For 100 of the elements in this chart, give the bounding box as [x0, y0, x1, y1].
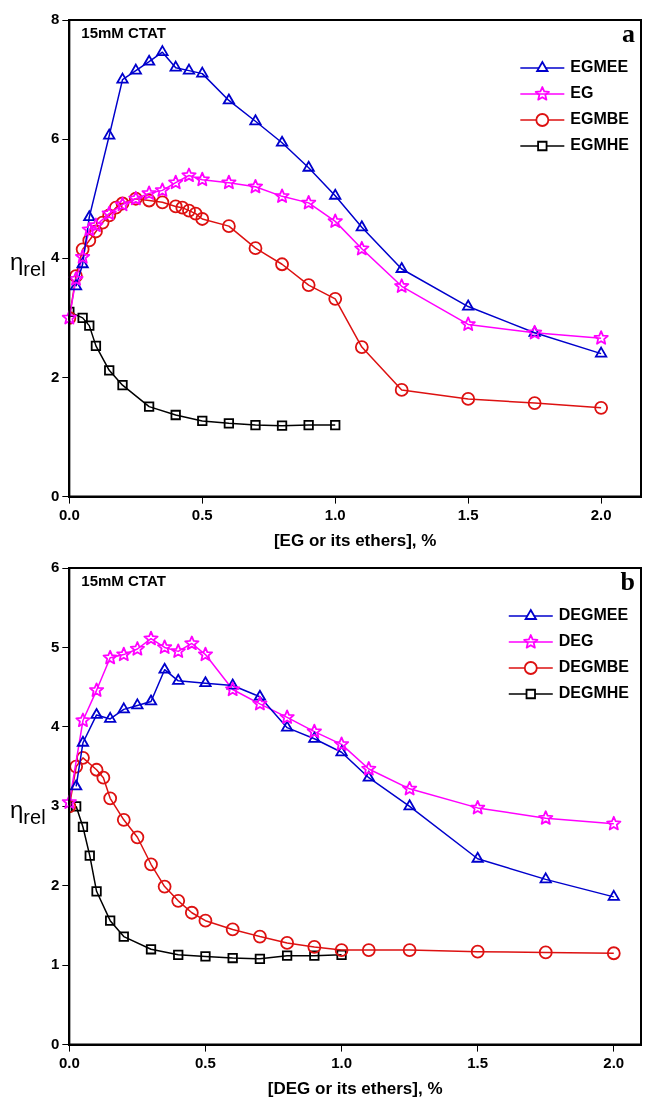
point — [394, 278, 410, 293]
point — [250, 419, 261, 431]
point — [145, 944, 157, 955]
legend-label: EGMBE — [570, 110, 630, 128]
legend-label: DEGMEE — [558, 606, 629, 624]
point — [155, 195, 170, 210]
x-tick-label: 0.5 — [195, 1053, 216, 1071]
point — [61, 309, 77, 325]
y-tick-label: 4 — [51, 717, 60, 735]
point — [175, 200, 190, 215]
point — [302, 160, 315, 172]
point — [402, 943, 417, 957]
point — [336, 949, 347, 960]
legend-label: EGMEE — [570, 58, 629, 76]
point — [143, 401, 155, 412]
point — [88, 217, 104, 233]
legend-label: DEG — [558, 632, 594, 650]
y-tick-label: 4 — [51, 248, 60, 266]
point — [75, 712, 91, 728]
point — [395, 262, 408, 273]
x-tick-label: 1.0 — [331, 1053, 352, 1071]
point — [248, 241, 263, 256]
point — [200, 951, 211, 962]
point — [170, 409, 181, 421]
point — [460, 316, 476, 331]
y-tick-label: 0 — [51, 486, 60, 504]
legend-label: EG — [570, 84, 594, 102]
point — [91, 886, 102, 897]
x-axis-title: [DEG or its ethers], % — [267, 1079, 443, 1099]
point — [116, 72, 129, 84]
point — [279, 709, 295, 724]
y-axis-title: η$_{rel}$ — [10, 248, 46, 281]
point — [252, 695, 268, 711]
point — [104, 712, 117, 723]
point — [538, 810, 554, 825]
point — [606, 815, 622, 831]
point — [108, 200, 123, 215]
point — [461, 392, 476, 406]
point — [188, 206, 203, 221]
point — [173, 949, 184, 960]
point — [154, 182, 170, 197]
point — [281, 950, 293, 961]
y-tick-label: 1 — [51, 955, 60, 973]
point — [403, 799, 416, 811]
point — [329, 188, 342, 200]
point — [539, 872, 552, 884]
point — [96, 770, 111, 785]
point — [182, 63, 196, 75]
point — [307, 940, 322, 954]
point — [226, 678, 239, 690]
annotation: b — [620, 566, 635, 596]
point — [253, 689, 266, 701]
point — [253, 929, 267, 944]
point — [171, 893, 186, 908]
point — [301, 195, 317, 210]
point — [89, 224, 103, 239]
point — [157, 639, 173, 654]
point — [130, 830, 145, 845]
point — [143, 54, 156, 66]
point — [254, 953, 266, 964]
point — [394, 383, 409, 397]
point — [225, 681, 241, 697]
point — [330, 419, 341, 431]
point — [144, 857, 158, 872]
x-tick-label: 1.5 — [457, 505, 479, 523]
point — [196, 66, 209, 78]
point — [276, 420, 288, 431]
point — [198, 913, 213, 928]
point — [362, 770, 375, 782]
point — [172, 673, 185, 685]
y-tick-label: 3 — [51, 796, 60, 814]
point — [281, 720, 294, 732]
point — [84, 320, 95, 331]
point — [361, 943, 376, 957]
x-tick-label: 2.0 — [590, 505, 612, 523]
point — [301, 278, 316, 293]
point — [227, 952, 238, 964]
point — [116, 646, 132, 662]
x-tick-label: 1.5 — [467, 1053, 489, 1071]
point — [102, 649, 118, 665]
point — [168, 199, 183, 214]
point — [223, 418, 235, 429]
x-tick-label: 1.0 — [324, 505, 346, 523]
y-tick-label: 2 — [51, 875, 60, 893]
point — [221, 219, 236, 234]
point — [199, 676, 212, 688]
point — [184, 905, 199, 920]
point — [606, 946, 621, 961]
legend-label: DEGMBE — [558, 658, 630, 676]
point — [89, 682, 105, 697]
point — [84, 850, 95, 861]
point — [527, 396, 542, 410]
point — [71, 801, 82, 812]
point — [361, 761, 377, 776]
point — [117, 702, 130, 714]
point — [308, 731, 321, 743]
point — [402, 780, 418, 796]
point — [144, 694, 158, 706]
point — [247, 178, 264, 194]
point — [141, 185, 157, 200]
